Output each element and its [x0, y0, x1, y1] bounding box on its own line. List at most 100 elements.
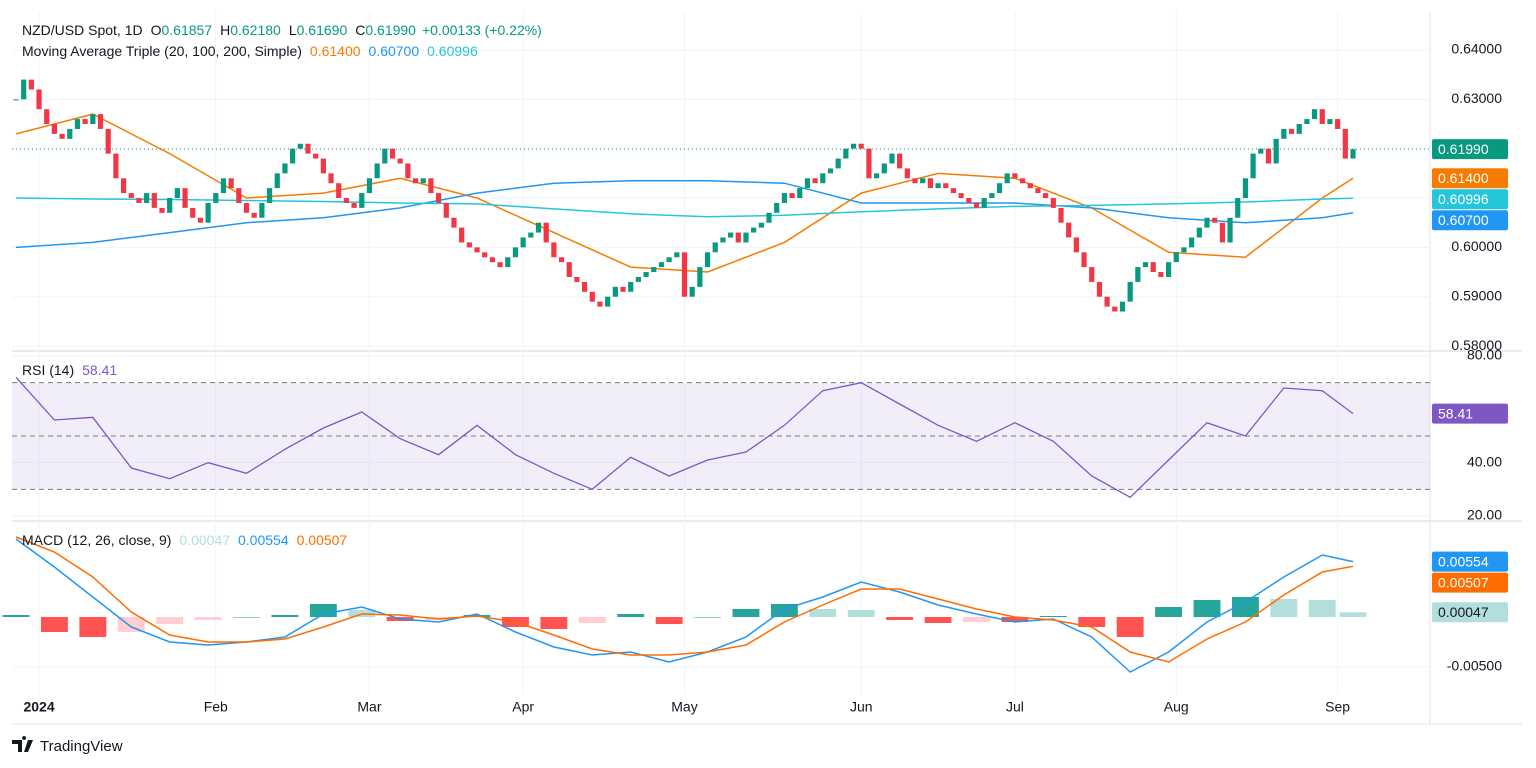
- candle-body: [1265, 148, 1272, 164]
- candle-body: [1181, 247, 1187, 253]
- candle-body: [1112, 306, 1118, 312]
- candle-body: [735, 232, 741, 243]
- symbol-legend: NZD/USD Spot, 1D O0.61857 H0.62180 L0.61690…: [22, 22, 542, 38]
- price-tag: [1432, 551, 1508, 572]
- candle-body: [397, 158, 403, 164]
- candle-body: [674, 252, 680, 258]
- histogram-bar: [655, 617, 683, 624]
- candle-body: [144, 193, 150, 203]
- moving-average: [15, 180, 1354, 249]
- price-tag-label: 0.61400: [1438, 170, 1489, 186]
- histogram-bar: [309, 604, 337, 617]
- rsi-line: [15, 376, 1354, 499]
- y-tick-label: -0.00500: [1447, 658, 1502, 674]
- candle-body: [190, 207, 196, 218]
- candle-body: [497, 262, 503, 268]
- candle-body: [328, 173, 334, 184]
- candle-body: [989, 193, 995, 199]
- candle-body: [781, 193, 787, 203]
- histogram-bar: [540, 617, 568, 629]
- candle-body: [635, 276, 641, 282]
- y-tick-label: 0.60000: [1451, 238, 1502, 254]
- candle-body: [1335, 119, 1341, 129]
- candle-body: [1073, 237, 1079, 253]
- candle-body: [966, 198, 972, 203]
- candle-body: [1043, 193, 1049, 199]
- macd-line: [15, 536, 1354, 663]
- x-tick-label: 2024: [23, 699, 54, 715]
- rsi-band: [12, 382, 1430, 490]
- candle-body: [1165, 262, 1172, 277]
- y-tick-label: 40.00: [1467, 453, 1502, 469]
- histogram-bar: [578, 617, 606, 623]
- candle-body: [1158, 272, 1164, 277]
- candle-body: [320, 158, 326, 174]
- candle-body: [1296, 124, 1302, 134]
- candle-body: [558, 257, 565, 263]
- candle-body: [866, 148, 872, 179]
- candle-body: [1304, 119, 1310, 125]
- candle-body: [512, 247, 519, 258]
- candle-body: [482, 252, 488, 258]
- histogram-bar: [1155, 607, 1183, 617]
- candle-body: [282, 163, 288, 174]
- candle-body: [243, 202, 250, 213]
- symbol-title: NZD/USD Spot, 1D: [22, 22, 143, 38]
- candle-body: [36, 89, 42, 110]
- price-tag-label: 58.41: [1438, 405, 1473, 421]
- quote-label: C: [355, 22, 365, 38]
- macd-legend: MACD (12, 26, close, 9) 0.00047 0.00554 0.0…: [22, 532, 347, 548]
- candle-body: [1350, 149, 1356, 159]
- candle-body: [28, 79, 34, 90]
- histogram-bar: [2, 615, 30, 617]
- candle-body: [436, 193, 442, 203]
- candle-body: [290, 148, 296, 164]
- histogram-bar: [617, 614, 645, 617]
- candle-body: [389, 148, 396, 159]
- candle-body: [1012, 173, 1018, 179]
- candle-body: [774, 202, 780, 213]
- candle-body: [889, 153, 895, 164]
- y-tick-label: 0.63000: [1451, 90, 1502, 106]
- candle-body: [159, 207, 165, 213]
- candle-body: [1189, 237, 1195, 248]
- candle-body: [474, 247, 480, 253]
- histogram-bar: [1308, 600, 1336, 617]
- candle-body: [628, 281, 634, 292]
- price-tag: [1432, 189, 1508, 210]
- candle-body: [920, 178, 926, 184]
- histogram-bar: [233, 617, 260, 618]
- price-tag-label: 0.00047: [1438, 604, 1489, 620]
- candle-body: [313, 153, 319, 159]
- candle-body: [1173, 252, 1179, 263]
- histogram-bar: [1339, 612, 1367, 617]
- ma-value: 0.60700: [369, 43, 420, 59]
- histogram-bar: [963, 617, 990, 622]
- candle-body: [1104, 296, 1110, 307]
- histogram-bar: [694, 617, 721, 618]
- candle-body: [113, 153, 119, 179]
- candle-body: [1319, 109, 1325, 125]
- quote-value: 0.62180: [230, 22, 281, 38]
- rsi-title: RSI (14): [22, 362, 74, 378]
- logo-icon: [12, 736, 33, 752]
- candle-body: [97, 114, 104, 129]
- candle-body: [835, 158, 841, 169]
- histogram-bar: [156, 617, 184, 624]
- candle-body: [82, 119, 88, 125]
- x-tick-label: Apr: [512, 699, 534, 715]
- candle-body: [1081, 252, 1087, 268]
- candle-body: [943, 183, 949, 189]
- candle-body: [505, 257, 511, 268]
- candle-body: [651, 267, 657, 273]
- x-tick-label: Sep: [1325, 699, 1350, 715]
- candle-body: [843, 148, 849, 159]
- candle-body: [382, 148, 388, 164]
- ma-title: Moving Average Triple (20, 100, 200, Sim…: [22, 43, 302, 59]
- candle-body: [297, 143, 303, 149]
- x-tick-label: Jun: [850, 699, 873, 715]
- candle-body: [820, 173, 826, 184]
- candle-body: [973, 202, 980, 208]
- candle-body: [274, 173, 280, 189]
- candle-body: [720, 237, 726, 243]
